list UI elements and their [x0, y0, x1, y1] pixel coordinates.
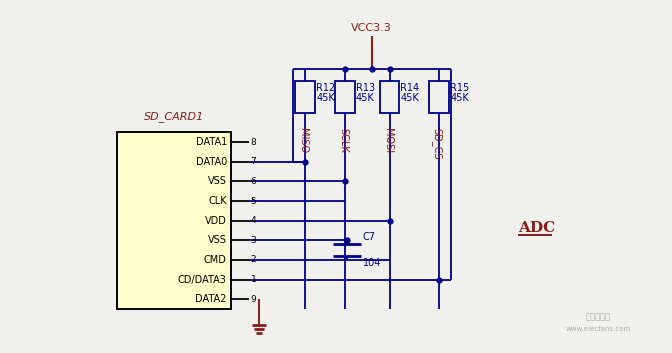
Text: 1: 1 [251, 275, 257, 284]
Text: R15: R15 [450, 83, 469, 93]
Text: 45K: 45K [450, 93, 469, 103]
Text: 45K: 45K [316, 93, 335, 103]
Bar [335, 81, 355, 114]
Text: 2: 2 [251, 255, 256, 264]
Bar [117, 132, 231, 309]
Text: MOSI: MOSI [382, 128, 392, 154]
Text: VSS: VSS [208, 176, 227, 186]
Text: 45K: 45K [401, 93, 419, 103]
Bar [429, 81, 449, 114]
Text: 6: 6 [251, 177, 257, 186]
Text: SCLK: SCLK [338, 128, 348, 153]
Text: MISO: MISO [298, 128, 308, 154]
Text: VCC3.3: VCC3.3 [351, 23, 392, 33]
Text: 3: 3 [251, 236, 257, 245]
Text: VDD: VDD [205, 216, 227, 226]
Text: ADC: ADC [519, 221, 556, 235]
Text: 9: 9 [251, 295, 257, 304]
Text: R13: R13 [356, 83, 375, 93]
Text: 5: 5 [251, 197, 257, 205]
Text: R14: R14 [401, 83, 419, 93]
Text: 45K: 45K [356, 93, 374, 103]
Bar [380, 81, 399, 114]
Bar [295, 81, 315, 114]
Text: DATA2: DATA2 [196, 294, 227, 304]
Text: R12: R12 [316, 83, 335, 93]
Text: C7: C7 [363, 232, 376, 242]
Text: SD_CS: SD_CS [431, 128, 442, 160]
Text: CMD: CMD [204, 255, 227, 265]
Text: www.elecfans.com: www.elecfans.com [565, 326, 630, 332]
Text: 8: 8 [251, 138, 257, 146]
Text: CLK: CLK [208, 196, 227, 206]
Text: SD_CARD1: SD_CARD1 [144, 112, 204, 122]
Text: VSS: VSS [208, 235, 227, 245]
Text: 7: 7 [251, 157, 257, 166]
Text: 104: 104 [363, 258, 381, 268]
Text: CD/DATA3: CD/DATA3 [178, 275, 227, 285]
Text: DATA0: DATA0 [196, 157, 227, 167]
Text: 电子发烧友: 电子发烧友 [585, 312, 610, 321]
Text: DATA1: DATA1 [196, 137, 227, 147]
Text: 4: 4 [251, 216, 256, 225]
